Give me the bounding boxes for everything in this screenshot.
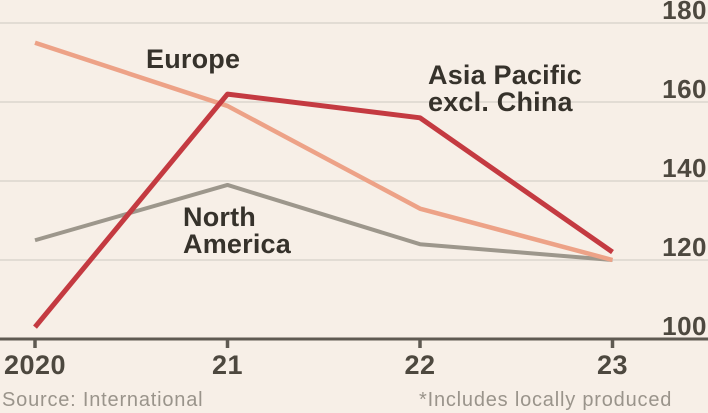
y-axis-label: 160 (662, 74, 707, 104)
y-axis-label: 120 (662, 232, 707, 262)
series-label-asia-pacific-excl-china: Asia Pacific excl. China (428, 60, 582, 117)
series-line-europe (34, 40, 614, 263)
x-axis-label: 23 (596, 350, 629, 380)
y-axis-label: 140 (662, 153, 707, 183)
x-axis-label: 21 (211, 350, 244, 380)
footnote: *Includes locally produced (419, 389, 673, 411)
series-label-europe: Europe (146, 44, 241, 74)
x-axis-label: 2020 (3, 350, 67, 380)
x-axis-label: 22 (404, 350, 436, 380)
series-label-north-america: North America (183, 202, 291, 259)
source-note: Source: International (2, 389, 204, 411)
y-axis-label: 100 (662, 311, 707, 341)
series-line-asia-pacific-excl-china (33, 91, 614, 329)
y-axis-label: 180 (662, 0, 707, 25)
